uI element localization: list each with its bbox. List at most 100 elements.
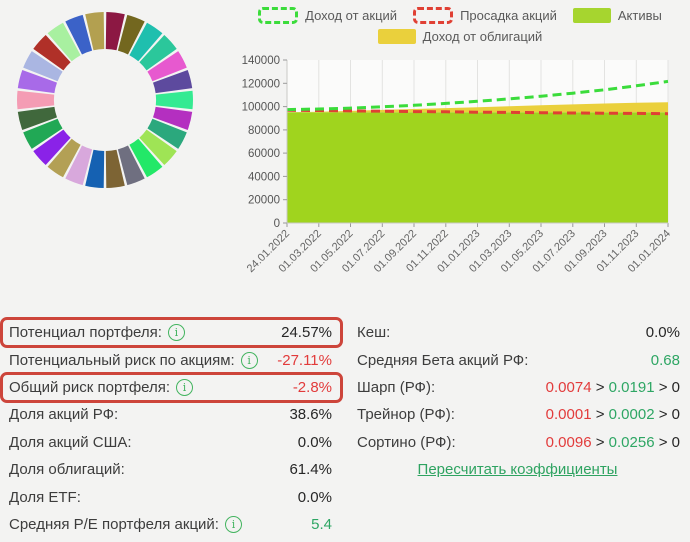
- legend-row: Доход от облигаций: [230, 29, 690, 44]
- donut-svg: [17, 12, 193, 188]
- stat-value: 0.0096 > 0.0256 > 0: [545, 433, 680, 451]
- stat-value: 0.0%: [645, 324, 680, 342]
- stat-label: Общий риск портфеля:: [9, 378, 171, 396]
- donut-segment: [117, 14, 145, 55]
- donut-segment: [147, 118, 187, 149]
- stat-label: Средняя P/E портфеля акций:: [9, 515, 219, 533]
- stat-value: 38.6%: [289, 406, 332, 424]
- donut-segment: [23, 118, 63, 149]
- performance-chart: Доход от акций Просадка акций Активы Доход …: [230, 0, 690, 300]
- donut-segment: [17, 106, 57, 130]
- stat-row: Средняя P/E портфеля акций: i 5.4: [0, 511, 345, 538]
- donut-segment: [47, 138, 81, 178]
- legend-label: Активы: [617, 8, 662, 23]
- info-icon[interactable]: i: [176, 378, 194, 396]
- info-icon[interactable]: i: [167, 324, 185, 342]
- donut-segment: [17, 70, 57, 94]
- stat-row: Потенциал портфеля: i 24.57%: [0, 316, 345, 349]
- stat-label: Трейнор (РФ):: [357, 406, 455, 424]
- donut-segment: [117, 145, 145, 186]
- donut-segment: [65, 14, 93, 55]
- stat-row: Кеш: 0.0%: [345, 319, 690, 346]
- svg-text:60000: 60000: [248, 148, 280, 160]
- chart-legend: Доход от акций Просадка акций Активы Доход …: [230, 7, 690, 44]
- donut-segment: [153, 70, 193, 94]
- stat-label: Доля ETF:: [9, 488, 81, 506]
- donut-segment: [139, 129, 177, 165]
- svg-text:120000: 120000: [242, 78, 280, 90]
- donut-segment: [147, 51, 187, 82]
- recalc-link-row: Пересчитать коэффициенты: [345, 456, 690, 483]
- stat-value: 0.0001 > 0.0002 > 0: [545, 406, 680, 424]
- stat-value: 61.4%: [289, 461, 332, 479]
- donut-segment: [33, 129, 71, 165]
- legend-swatch-icon: [413, 7, 454, 24]
- stat-label: Доля облигаций:: [9, 461, 125, 479]
- donut-segment: [47, 22, 81, 62]
- stat-label: Шарп (РФ):: [357, 378, 436, 396]
- legend-label: Просадка акций: [460, 8, 557, 23]
- stat-value: 5.4: [311, 515, 332, 533]
- info-icon[interactable]: i: [240, 351, 258, 369]
- legend-item[interactable]: Просадка акций: [413, 7, 557, 24]
- donut-segment: [105, 12, 125, 51]
- stat-label: Средняя Бета акций РФ:: [357, 351, 529, 369]
- stat-value: -2.8%: [292, 378, 332, 396]
- stats-right-column: Кеш: 0.0% Средняя Бета акций РФ: 0.68 Шарп (…: [345, 319, 690, 483]
- stat-row: Потенциальный риск по акциям: i -27.11%: [0, 346, 345, 373]
- donut-segment: [105, 149, 125, 188]
- legend-swatch-icon: [572, 8, 611, 23]
- stat-label: Потенциал портфеля:: [9, 324, 162, 342]
- donut-segment: [17, 90, 55, 110]
- chart-svg: 0200004000060000800001000001200001400002…: [242, 55, 673, 275]
- stat-label: Доля акций США:: [9, 433, 132, 451]
- stat-row: Доля акций РФ: 38.6%: [0, 401, 345, 428]
- svg-text:0: 0: [274, 218, 280, 230]
- stat-row: Трейнор (РФ): 0.0001 > 0.0002 > 0: [345, 401, 690, 428]
- svg-text:20000: 20000: [248, 195, 280, 207]
- stat-row: Доля ETF: 0.0%: [0, 483, 345, 510]
- svg-text:80000: 80000: [248, 125, 280, 137]
- donut-segment: [139, 35, 177, 71]
- stat-value: 0.0%: [297, 433, 332, 451]
- legend-item[interactable]: Активы: [572, 8, 662, 23]
- stat-row: Сортино (РФ): 0.0096 > 0.0256 > 0: [345, 429, 690, 456]
- donut-segment: [129, 22, 163, 62]
- svg-text:140000: 140000: [242, 55, 280, 67]
- allocation-donut-chart: [8, 3, 204, 199]
- stat-value: -27.11%: [277, 351, 332, 369]
- stat-value: 0.0074 > 0.0191 > 0: [545, 378, 680, 396]
- stat-label: Сортино (РФ):: [357, 433, 456, 451]
- stats-left-column: Потенциал портфеля: i 24.57% Потенциальный …: [0, 316, 345, 538]
- legend-swatch-icon: [377, 29, 416, 44]
- stat-label: Потенциальный риск по акциям:: [9, 351, 235, 369]
- svg-text:100000: 100000: [242, 102, 280, 114]
- legend-item[interactable]: Доход от облигаций: [377, 29, 543, 44]
- stat-value: 0.68: [650, 351, 680, 369]
- stat-row: Общий риск портфеля: i -2.8%: [0, 371, 345, 404]
- stat-row: Средняя Бета акций РФ: 0.68: [345, 346, 690, 373]
- info-icon[interactable]: i: [224, 515, 242, 533]
- stat-row: Доля облигаций: 61.4%: [0, 456, 345, 483]
- stat-row: Шарп (РФ): 0.0074 > 0.0191 > 0: [345, 374, 690, 401]
- stat-value: 24.57%: [281, 324, 332, 342]
- legend-label: Доход от акций: [305, 8, 398, 23]
- svg-text:40000: 40000: [248, 171, 280, 183]
- recalculate-coefficients-link[interactable]: Пересчитать коэффициенты: [417, 461, 618, 479]
- donut-segment: [65, 145, 93, 186]
- donut-segment: [23, 51, 63, 82]
- donut-segment: [129, 138, 163, 178]
- donut-segment: [85, 149, 105, 188]
- stat-value: 0.0%: [297, 488, 332, 506]
- legend-item[interactable]: Доход от акций: [258, 7, 397, 24]
- stat-label: Доля акций РФ:: [9, 406, 119, 424]
- legend-label: Доход от облигаций: [422, 29, 543, 44]
- donut-segment: [153, 106, 193, 130]
- donut-segment: [33, 35, 71, 71]
- legend-row: Доход от акций Просадка акций Активы: [230, 7, 690, 24]
- stat-row: Доля акций США: 0.0%: [0, 429, 345, 456]
- donut-segment: [155, 90, 193, 110]
- donut-segment: [85, 12, 105, 51]
- stat-label: Кеш:: [357, 324, 391, 342]
